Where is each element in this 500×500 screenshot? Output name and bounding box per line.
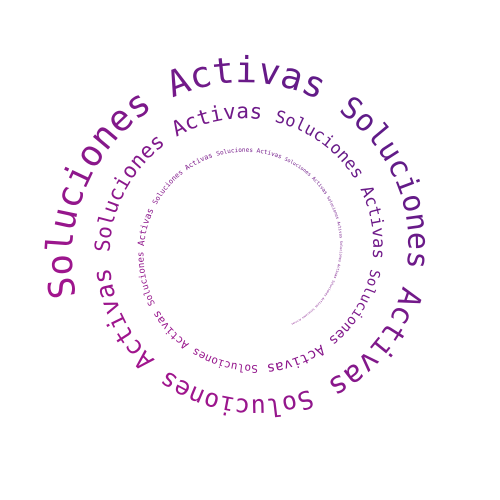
spiral-phrase-segment: Soluciones Activas (216, 147, 287, 162)
spiral-phrase-segment: Soluciones Activas (313, 280, 336, 311)
spiral-logo-lettering: Soluciones Activas Soluciones Activas So… (40, 50, 436, 422)
spiral-phrase-segment: Soluciones Activas (283, 156, 330, 198)
spiral-phrase-segment: Soluciones Activas (86, 252, 317, 422)
spiral-phrase-segment: Soluciones Activas (290, 307, 315, 325)
spiral-phrase-segment: Soluciones Activas (332, 241, 343, 281)
spiral-phrase-segment: Soluciones Activas (151, 150, 218, 206)
spiral-phrase-segment: Soluciones Activas (136, 202, 158, 307)
spiral-phrase-segment: Soluciones Activas (326, 195, 344, 241)
